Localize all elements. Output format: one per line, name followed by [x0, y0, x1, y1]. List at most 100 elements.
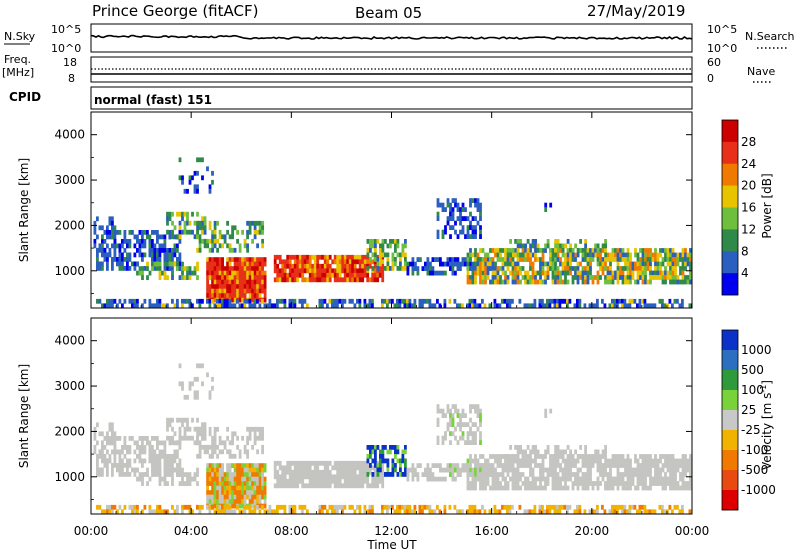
power-cell — [678, 303, 682, 308]
power-cell — [218, 288, 222, 294]
power-cell — [116, 303, 119, 308]
velocity-cell — [121, 458, 124, 464]
velocity-cell — [106, 458, 109, 464]
velocity-cell — [223, 504, 227, 510]
velocity-cell — [93, 431, 97, 437]
velocity-cell — [301, 469, 305, 475]
velocity-cell — [358, 504, 362, 510]
power-cell — [246, 298, 249, 304]
power-cell — [641, 298, 644, 304]
power-cell — [548, 303, 552, 308]
power-cell — [113, 238, 117, 244]
velocity-cell — [394, 454, 397, 459]
velocity-cell — [278, 465, 282, 471]
power-cell — [206, 275, 209, 280]
velocity-cell — [546, 445, 550, 450]
velocity-cell — [141, 472, 144, 477]
power-cell — [581, 257, 585, 262]
velocity-cell — [166, 472, 169, 477]
velocity-cell — [333, 504, 337, 510]
power-cell — [659, 252, 662, 258]
velocity-cell — [173, 454, 177, 459]
power-cell — [358, 263, 362, 269]
velocity-cell — [276, 483, 280, 489]
velocity-cell — [456, 408, 460, 414]
power-cell — [298, 259, 302, 265]
power-cell — [521, 257, 525, 262]
velocity-cell — [671, 509, 674, 514]
velocity-cell — [248, 485, 252, 491]
velocity-cell — [441, 467, 445, 473]
power-cell — [313, 277, 317, 283]
velocity-cell — [133, 440, 137, 446]
power-cell — [499, 275, 502, 280]
velocity-cell — [579, 476, 582, 482]
velocity-cell — [286, 460, 290, 466]
velocity-cell — [689, 472, 692, 477]
power-cell — [544, 261, 547, 267]
velocity-cell — [196, 390, 199, 396]
power-cell — [396, 298, 399, 304]
velocity-cell — [506, 504, 509, 510]
power-cell — [208, 220, 212, 226]
power-cell — [481, 266, 485, 271]
velocity-cell — [218, 440, 222, 446]
velocity-cell — [198, 440, 202, 446]
velocity-cell — [586, 463, 590, 468]
velocity-cell — [466, 485, 470, 491]
velocity-cell — [226, 485, 229, 491]
velocity-cell — [203, 422, 207, 428]
velocity-cell — [323, 474, 327, 480]
power-cell — [336, 259, 340, 265]
nsky-label: N.Sky — [4, 30, 36, 43]
power-cell — [401, 298, 404, 304]
velocity-cell — [494, 472, 497, 477]
velocity-cell — [504, 481, 507, 486]
power-cell — [118, 243, 122, 249]
velocity-cell — [161, 509, 164, 514]
power-cell — [218, 270, 222, 276]
power-cell — [253, 266, 257, 271]
power-cell — [514, 261, 517, 267]
power-cell — [171, 229, 174, 235]
velocity-cell — [246, 494, 249, 500]
velocity-cell — [113, 431, 117, 437]
power-cell — [283, 272, 287, 278]
power-cell — [634, 248, 637, 253]
velocity-cell — [686, 458, 690, 464]
power-cell — [226, 303, 229, 308]
power-cell — [238, 243, 242, 249]
velocity-cell — [138, 449, 142, 455]
velocity-cell — [356, 474, 360, 480]
velocity-cell — [208, 467, 212, 473]
velocity-cell — [216, 509, 219, 514]
power-cell — [173, 248, 177, 253]
power-cell — [584, 248, 587, 253]
power-cell — [138, 243, 142, 249]
power-cell — [221, 243, 224, 249]
velocity-cell — [671, 485, 675, 491]
velocity-cell — [321, 504, 324, 510]
velocity-cell — [558, 509, 562, 514]
velocity-cell — [661, 467, 665, 473]
power-cell — [646, 279, 650, 285]
velocity-cell — [198, 453, 202, 459]
velocity-cell — [659, 476, 662, 482]
power-cell — [494, 261, 497, 267]
velocity-cell — [491, 454, 495, 459]
power-cell — [676, 279, 680, 285]
power-cell — [596, 257, 600, 262]
power-cell — [536, 279, 540, 285]
power-cell — [689, 261, 692, 267]
power-cell — [166, 248, 169, 253]
velocity-cell — [471, 440, 475, 445]
power-cell — [133, 266, 137, 271]
velocity-cell — [628, 504, 632, 510]
power-cell — [569, 248, 572, 253]
power-cell — [471, 275, 475, 280]
power-cell — [636, 279, 640, 285]
velocity-cell — [243, 472, 247, 477]
velocity-cell — [251, 472, 254, 477]
velocity-cell — [211, 499, 214, 504]
velocity-cell — [111, 449, 114, 455]
